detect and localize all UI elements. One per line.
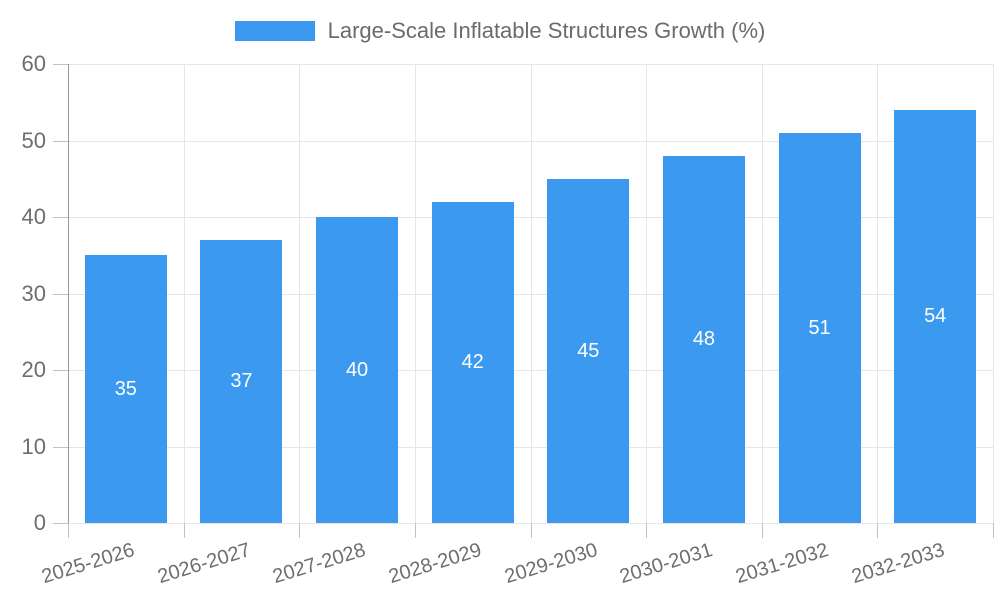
bar-value-label: 45 bbox=[577, 339, 600, 362]
x-axis-tick-label: 2031-2032 bbox=[733, 539, 831, 589]
y-tick-mark bbox=[53, 293, 68, 295]
bar-value-label: 51 bbox=[808, 316, 831, 339]
legend-swatch bbox=[234, 21, 315, 41]
x-gridline bbox=[299, 64, 301, 523]
y-axis-tick-label: 10 bbox=[21, 433, 46, 459]
y-tick-mark bbox=[53, 217, 68, 218]
x-axis-tick-label: 2026-2027 bbox=[154, 539, 253, 589]
bar bbox=[84, 255, 167, 523]
x-gridline bbox=[761, 64, 763, 523]
y-tick-mark bbox=[53, 446, 68, 448]
y-axis-line bbox=[68, 64, 69, 523]
x-gridline bbox=[646, 64, 648, 523]
x-gridline bbox=[183, 64, 185, 523]
x-gridline bbox=[877, 64, 879, 523]
chart-legend[interactable]: Large-Scale Inflatable Structures Growth… bbox=[0, 18, 1000, 44]
bar-value-label: 54 bbox=[924, 305, 947, 328]
y-tick-mark bbox=[53, 370, 68, 371]
x-axis-tick-label: 2030-2031 bbox=[617, 539, 716, 589]
bar-value-label: 42 bbox=[461, 351, 484, 374]
bar bbox=[547, 178, 630, 523]
x-tick-mark bbox=[68, 523, 69, 538]
bar bbox=[316, 217, 399, 523]
y-axis-tick-label: 40 bbox=[21, 204, 46, 229]
x-axis-tick-label: 2027-2028 bbox=[270, 539, 369, 589]
x-axis-tick-label: 2029-2030 bbox=[501, 539, 600, 589]
bar bbox=[662, 155, 745, 523]
y-axis-tick-label: 0 bbox=[33, 510, 46, 535]
x-tick-mark bbox=[877, 523, 879, 538]
x-tick-mark bbox=[646, 523, 648, 538]
bar-value-label: 37 bbox=[230, 370, 253, 393]
bar-value-label: 35 bbox=[114, 378, 137, 401]
y-axis-tick-label: 20 bbox=[21, 357, 46, 382]
y-axis-tick-label: 60 bbox=[21, 51, 46, 76]
y-tick-mark bbox=[53, 64, 68, 65]
x-tick-mark bbox=[414, 523, 416, 538]
x-gridline bbox=[414, 64, 416, 523]
bar bbox=[200, 239, 283, 523]
x-tick-mark bbox=[530, 523, 532, 538]
bar-value-label: 48 bbox=[692, 328, 716, 351]
x-gridline bbox=[530, 64, 532, 523]
bar-value-label: 40 bbox=[345, 359, 369, 381]
x-tick-mark bbox=[183, 523, 185, 538]
y-tick-mark bbox=[53, 523, 68, 524]
y-axis-tick-label: 50 bbox=[21, 127, 46, 153]
bar bbox=[894, 109, 977, 523]
legend-label: Large-Scale Inflatable Structures Growth… bbox=[327, 18, 766, 43]
bar bbox=[778, 132, 861, 523]
y-axis-tick-label: 30 bbox=[21, 280, 46, 306]
x-axis-tick-label: 2028-2029 bbox=[386, 539, 485, 589]
x-axis-tick-label: 2032-2033 bbox=[848, 539, 947, 589]
bar bbox=[431, 201, 514, 523]
x-axis-tick-label: 2025-2026 bbox=[39, 539, 138, 589]
x-tick-mark bbox=[761, 523, 763, 538]
x-gridline bbox=[993, 64, 994, 523]
x-tick-mark bbox=[299, 523, 301, 538]
x-tick-mark bbox=[993, 523, 994, 538]
y-tick-mark bbox=[53, 140, 68, 142]
